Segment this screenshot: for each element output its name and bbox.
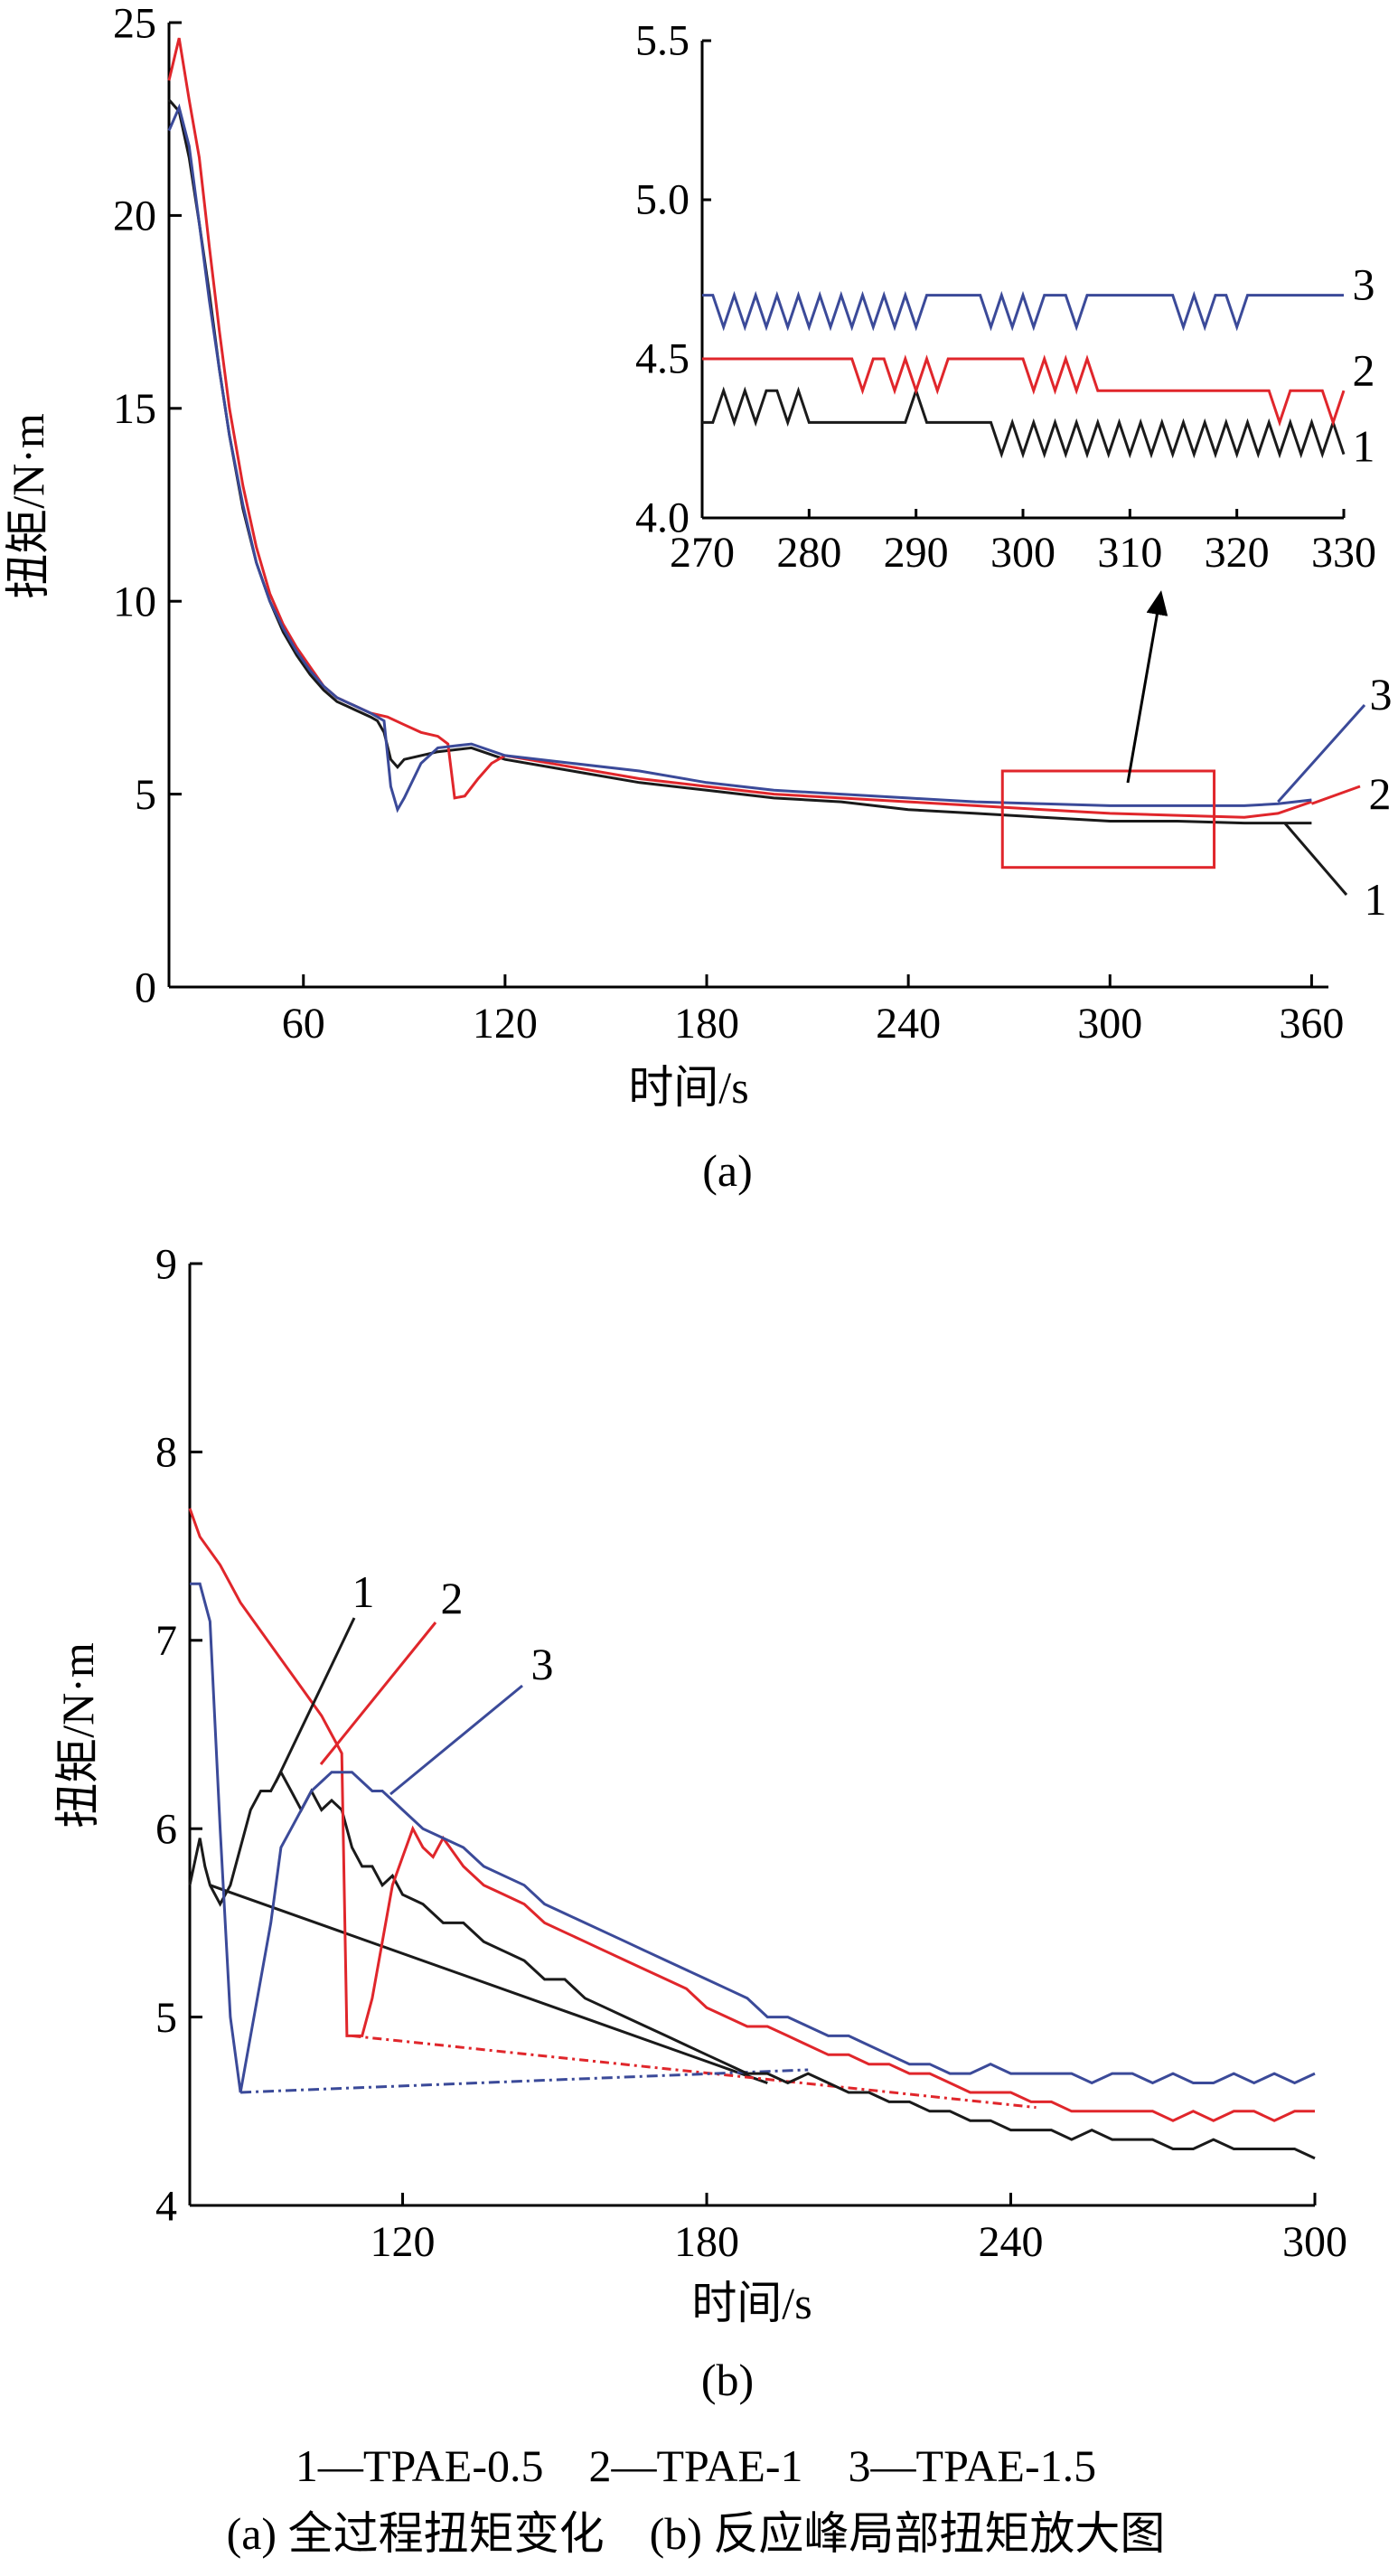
curve-3-leader xyxy=(1277,704,1366,804)
figure-caption: (a) 全过程扭矩变化 (b) 反应峰局部扭矩放大图 xyxy=(227,2508,1166,2559)
x-tick-label: 120 xyxy=(473,1000,538,1048)
x-tick-label: 290 xyxy=(884,529,949,577)
inset-curve-3-label: 3 xyxy=(1353,259,1375,310)
x-tick-label: 300 xyxy=(990,529,1056,577)
inset-ticks: 270 280 290 300 310 320 330 4.0 4.5 5.0 5.5 xyxy=(635,17,1376,577)
y-tick-label: 5.5 xyxy=(635,17,690,65)
panel-b-x-axis-label: 时间/s xyxy=(691,2278,812,2328)
inset-curve-1-label: 1 xyxy=(1353,421,1375,472)
panel-a-x-axis-label: 时间/s xyxy=(628,1062,748,1113)
trend-line-series-3 xyxy=(240,2068,809,2094)
panel-b-ticks: 120 180 240 300 4 5 6 7 8 9 xyxy=(155,1240,1347,2266)
panel-a-axes xyxy=(167,21,1328,989)
panel-a-series xyxy=(167,37,1312,825)
y-tick-label: 10 xyxy=(113,578,156,626)
y-tick-label: 5 xyxy=(155,1994,177,2042)
y-tick-label: 25 xyxy=(113,0,156,47)
x-tick-label: 360 xyxy=(1279,1000,1344,1048)
panel-a-label: (a) xyxy=(702,1145,753,1196)
panel-b-trend-lines xyxy=(209,1884,1037,2110)
zoom-highlight-box xyxy=(1000,769,1216,870)
series-3-line xyxy=(702,290,1344,332)
y-tick-label: 0 xyxy=(135,964,156,1011)
series-2-line xyxy=(188,1508,1315,2122)
panel-b-curve-2-label: 2 xyxy=(441,1573,464,1623)
panel-b-series xyxy=(188,1508,1316,2160)
inset-axes xyxy=(700,39,1346,520)
y-tick-label: 6 xyxy=(155,1806,177,1854)
x-tick-label: 180 xyxy=(674,1000,739,1048)
inset-background xyxy=(603,14,1380,590)
panel-b-axes xyxy=(188,1262,1317,2207)
y-tick-label: 4.0 xyxy=(635,494,690,542)
x-tick-label: 270 xyxy=(670,529,735,577)
curve-2-label: 2 xyxy=(1369,768,1392,819)
series-2-line xyxy=(167,37,1312,819)
x-tick-label: 240 xyxy=(979,2218,1044,2266)
y-tick-label: 5.0 xyxy=(635,176,690,224)
panel-b-curve-1-leader xyxy=(274,1617,356,1783)
series-3-line xyxy=(190,1582,1316,2093)
panel-b-curve-3-label: 3 xyxy=(531,1639,554,1689)
panel-a-ticks: 60 120 180 240 300 360 0 5 10 15 20 25 xyxy=(113,0,1344,1048)
series-1-line xyxy=(188,1769,1316,2160)
inset-curve-labels: 3 2 1 xyxy=(1353,259,1375,472)
series-3-line xyxy=(167,103,1312,813)
panel-b-label: (b) xyxy=(701,2355,754,2405)
y-tick-label: 9 xyxy=(155,1240,177,1288)
curve-3-label: 3 xyxy=(1370,669,1393,719)
x-tick-label: 300 xyxy=(1282,2218,1347,2266)
series-2-line xyxy=(702,354,1346,428)
zoom-arrow xyxy=(1126,590,1168,784)
curve-2-leader xyxy=(1310,785,1361,805)
x-tick-label: 60 xyxy=(282,1000,325,1048)
panel-b: 120 180 240 300 4 5 6 7 8 9 时间/s 扭矩/N·m (b) 1 2 3 xyxy=(52,1240,1347,2405)
x-tick-label: 180 xyxy=(674,2218,739,2266)
y-tick-label: 15 xyxy=(113,385,156,433)
inset-curve-2-label: 2 xyxy=(1353,345,1375,396)
x-tick-label: 240 xyxy=(876,1000,941,1048)
panel-a-y-axis-label: 扭矩/N·m xyxy=(3,413,53,599)
y-tick-label: 8 xyxy=(155,1429,177,1477)
x-tick-label: 330 xyxy=(1311,529,1376,577)
trend-line-series-1 xyxy=(209,1884,768,2084)
x-tick-label: 280 xyxy=(776,529,841,577)
panel-b-curve-2-leader xyxy=(319,1622,437,1765)
panel-b-curve-3-leader xyxy=(389,1684,523,1796)
panel-b-curve-labels: 1 2 3 xyxy=(274,1566,554,1796)
x-tick-label: 120 xyxy=(371,2218,436,2266)
x-tick-label: 310 xyxy=(1097,529,1162,577)
panel-b-y-axis-label: 扭矩/N·m xyxy=(52,1642,103,1829)
inset-series xyxy=(702,290,1346,459)
panel-b-curve-1-label: 1 xyxy=(352,1566,375,1617)
panel-a-curve-labels: 3 2 1 xyxy=(1277,669,1393,925)
y-tick-label: 5 xyxy=(135,771,156,819)
series-1-line xyxy=(702,386,1346,459)
x-tick-label: 300 xyxy=(1077,1000,1142,1048)
series-legend: 1—TPAE-0.5 2—TPAE-1 3—TPAE-1.5 xyxy=(296,2440,1096,2491)
y-tick-label: 4.5 xyxy=(635,335,690,383)
y-tick-label: 20 xyxy=(113,193,156,240)
y-tick-label: 4 xyxy=(155,2182,177,2230)
curve-1-label: 1 xyxy=(1365,874,1387,925)
x-tick-label: 320 xyxy=(1205,529,1270,577)
panel-a-inset: 270 280 290 300 310 320 330 4.0 4.5 5.0 5.5 3 2 1 xyxy=(603,14,1380,590)
trend-line-series-2 xyxy=(352,2034,1037,2110)
y-tick-label: 7 xyxy=(155,1617,177,1665)
curve-1-leader xyxy=(1283,822,1348,896)
